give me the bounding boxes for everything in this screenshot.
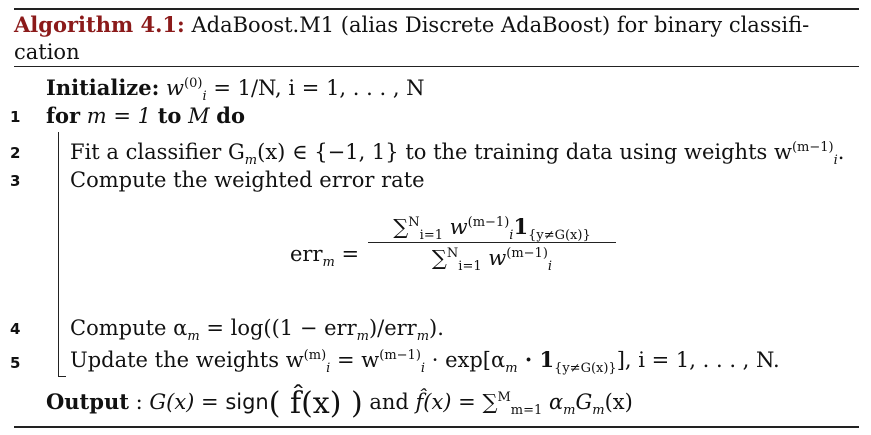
algorithm-label: Algorithm 4.1: [14,12,185,37]
alpha-sub3: m [416,329,430,345]
update-weights-line: Update the weights w(m)i = w(m−1)i · exp… [70,346,780,377]
algorithm-title-text: AdaBoost.M1 (alias Discrete AdaBoost) fo… [14,13,810,64]
compute-alpha-line: Compute αm = log((1 − errm)/errm). [70,314,444,345]
fraction-denominator: ∑Ni=1 w(m−1)i [368,246,616,273]
update-sup2: (m−1) [379,348,421,363]
fit-text: Fit a classifier G [70,140,245,164]
output-g: G(x) = [149,390,226,414]
num-w: w [442,215,468,239]
output-and: and [362,390,416,414]
num-sum: ∑ [393,215,409,239]
for-line: for m = 1 to M do [46,102,245,130]
algorithm-title: Algorithm 4.1: AdaBoost.M1 (alias Discre… [14,11,834,66]
initialize-keyword: Initialize: [46,75,160,100]
fit-sub-m: m [244,153,258,169]
line-number-4: 4 [10,320,21,338]
alpha-sub2: m [356,329,369,345]
output-sign: sign [225,390,269,414]
do-keyword: do [216,103,245,128]
den-sum-sup: N [446,246,459,261]
formula-err: err [290,242,323,266]
update-indsub: {y≠G(x)} [554,361,617,377]
formula-eq: = [334,242,360,266]
for-mid: m = 1 [80,104,158,128]
output-fsub3: m [592,403,605,419]
update-sub2: i [420,361,426,377]
update-sup1: (m) [303,348,327,363]
loop-bar [58,132,59,376]
update-end: ], i = 1, . . . , N. [616,348,780,372]
init-w: w [166,76,185,100]
compute-error-line: Compute the weighted error rate [70,168,425,192]
top-rule [14,8,859,10]
output-fend: G [575,390,593,414]
num-sum-sup: N [408,215,420,230]
line-number-3: 3 [10,172,21,190]
alpha-text: Compute α [70,316,188,340]
output-f: f̂(x) = ∑ [415,390,498,414]
fraction-numerator: ∑Ni=1 w(m−1)i1{y≠G(x)} [368,214,616,242]
num-indicator-sub: {y≠G(x)} [528,228,591,244]
formula-err-sub: m [322,255,335,271]
loop-bar-end [58,376,66,377]
error-fraction: ∑Ni=1 w(m−1)i1{y≠G(x)} ∑Ni=1 w(m−1)i [368,214,616,273]
initialize-line: Initialize: w(0)i = 1/N, i = 1, . . . , … [46,74,425,105]
output-fsup: M [497,390,511,405]
fit-classifier-line: Fit a classifier Gm(x) ∈ {−1, 1} to the … [70,138,845,169]
formula-lhs: errm = [290,240,360,271]
den-sum-sub: i=1 [458,259,482,275]
num-w-sub: i [509,228,514,244]
update-text: Update the weights w [70,348,304,372]
line-number-2: 2 [10,144,21,162]
num-indicator: 1 [513,214,529,239]
output-frest: α [542,390,564,414]
fit-sup: (m−1) [791,140,834,155]
update-rest: · exp[α [425,348,506,372]
output-colon: : [128,390,150,414]
alpha-rest2: )/err [368,316,417,340]
to-keyword: to [157,103,182,128]
init-w-sub: i [202,89,207,105]
den-w-sub: i [547,259,553,275]
num-sum-sub: i=1 [419,228,443,244]
bottom-rule [14,426,859,428]
update-mid: = w [330,348,380,372]
fit-end: . [837,140,845,164]
update-indicator: · 1 [517,347,555,372]
alpha-end: ). [429,316,444,340]
init-w-sup: (0) [184,76,203,91]
output-line: Output : G(x) = sign( f̂(x) ) and f̂(x) … [46,386,633,421]
update-sub1: i [326,361,331,377]
output-keyword: Output [46,389,129,414]
output-paren: ( f̂(x) ) [268,386,363,421]
line-number-5: 5 [10,354,21,372]
den-sum: ∑ [431,246,447,270]
fraction-bar [368,242,616,243]
for-end: M [181,104,217,128]
output-fsub2: m [563,403,576,419]
update-sub-m: m [505,361,518,377]
title-rule [14,66,859,67]
den-w-sup: (m−1) [506,246,548,261]
init-rest: = 1/N, i = 1, . . . , N [213,76,425,100]
for-keyword: for [46,103,81,128]
output-fend2: (x) [604,390,633,414]
line-number-1: 1 [10,108,21,126]
fit-rest: (x) ∈ {−1, 1} to the training data using… [257,140,792,164]
alpha-sub: m [187,329,200,345]
num-w-sup: (m−1) [467,215,510,230]
den-w: w [481,246,507,270]
alpha-rest: = log((1 − err [199,316,357,340]
output-fsub: m=1 [510,403,543,419]
fit-sub-i: i [833,153,838,169]
